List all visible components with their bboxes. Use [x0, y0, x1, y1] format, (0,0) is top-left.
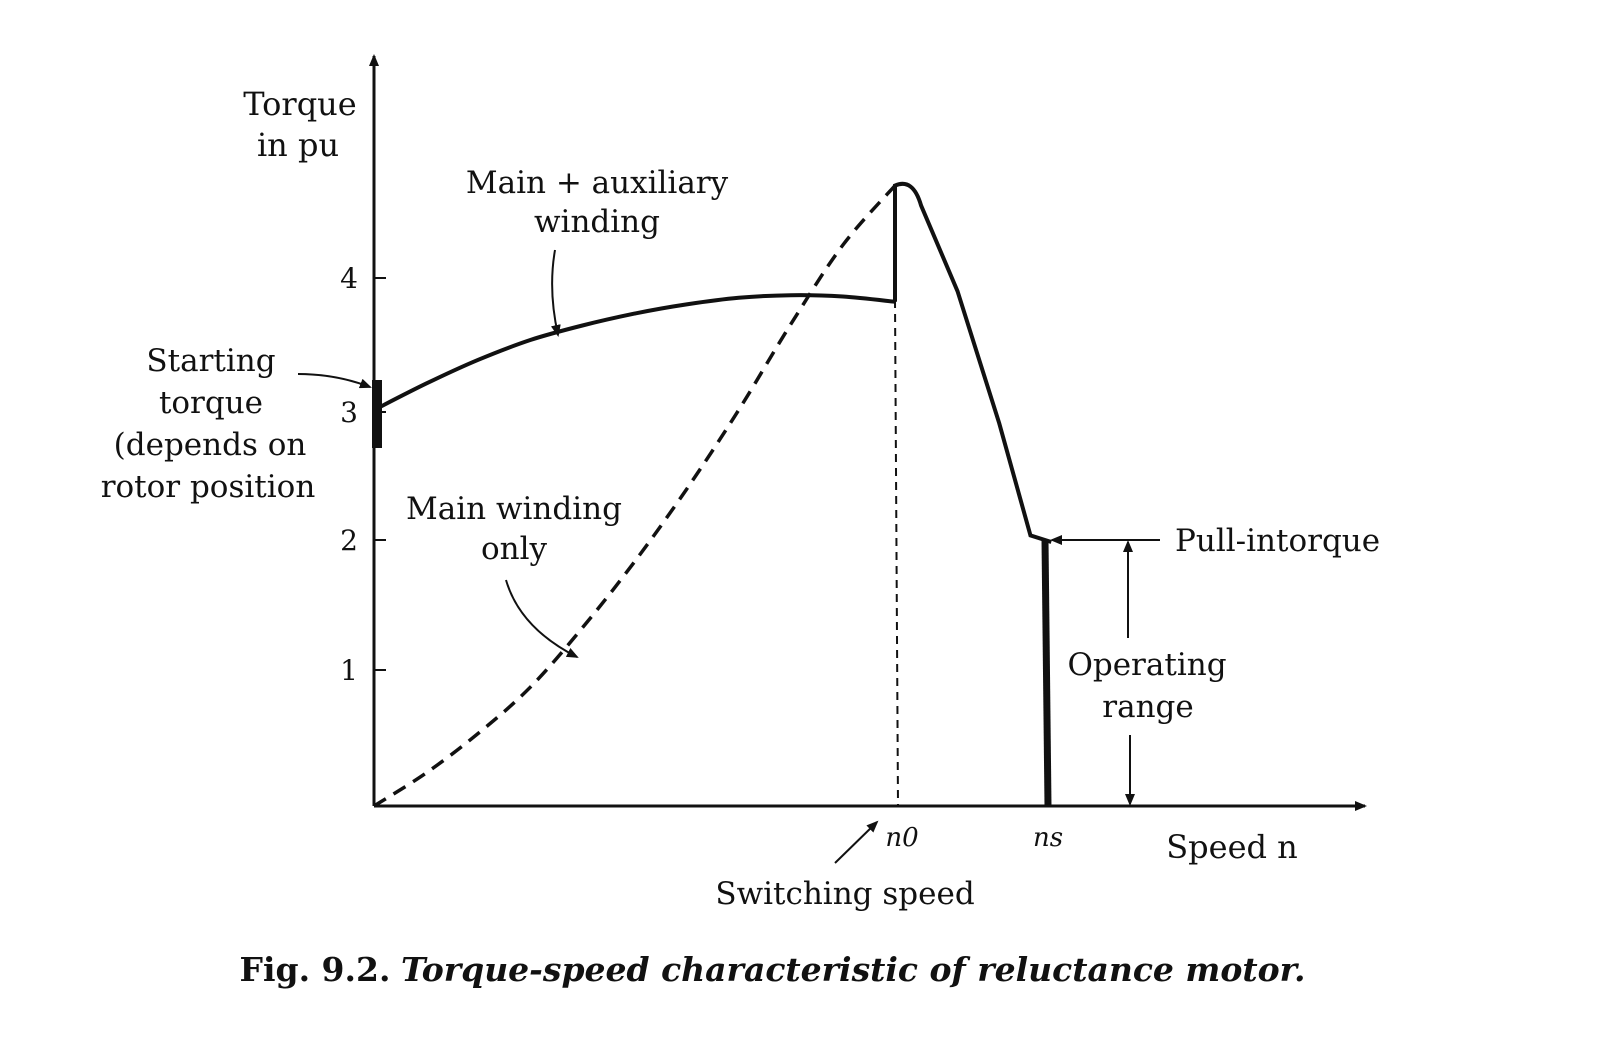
starting-torque-bar [372, 380, 382, 448]
annotation-starting-line2: torque [159, 385, 263, 421]
annotation-starting-line3: (depends on [114, 427, 307, 463]
x-tick-label-ns: ns [1033, 823, 1063, 853]
annotation-main-aux-line1: Main + auxiliary [466, 165, 729, 201]
annotation-main-aux-line2: winding [534, 204, 660, 240]
arrow-switching [834, 820, 879, 864]
y-axis-label-line1: Torque [243, 85, 356, 123]
operating-line-ns [1041, 539, 1052, 807]
annotation-starting-line1: Starting [146, 343, 275, 379]
annotation-starting-line4: rotor position [101, 469, 316, 505]
y-tick-label-4: 4 [340, 262, 358, 295]
arrow-main-only [505, 579, 579, 658]
annotation-switching: Switching speed [715, 876, 974, 912]
annotation-pull-in: Pull-intorque [1175, 523, 1380, 559]
annotation-operating-line2: range [1102, 689, 1193, 725]
annotation-main-only-line1: Main winding [406, 491, 622, 527]
arrow-starting [297, 373, 372, 389]
figure-caption: Fig. 9.2. Torque-speed characteristic of… [0, 950, 1545, 989]
switching-speed-guide [894, 299, 899, 807]
annotation-main-only-line2: only [481, 531, 548, 567]
caption-number: Fig. 9.2. [239, 950, 391, 989]
y-tick-label-2: 2 [340, 524, 358, 557]
annotation-operating-line1: Operating [1067, 647, 1226, 683]
series-after-switching [893, 181, 1052, 544]
caption-text: Torque-speed characteristic of reluctanc… [400, 950, 1306, 989]
y-tick-label-3: 3 [340, 396, 358, 429]
series-main-aux-winding [373, 293, 896, 412]
y-tick-label-1: 1 [340, 654, 358, 687]
y-ticks [374, 277, 386, 671]
x-axis-label: Speed n [1166, 828, 1298, 866]
y-axis-label-line2: in pu [257, 126, 339, 164]
arrow-main-aux [550, 249, 561, 337]
x-tick-label-n0: n0 [885, 823, 918, 853]
series-main-winding-only [373, 184, 897, 808]
